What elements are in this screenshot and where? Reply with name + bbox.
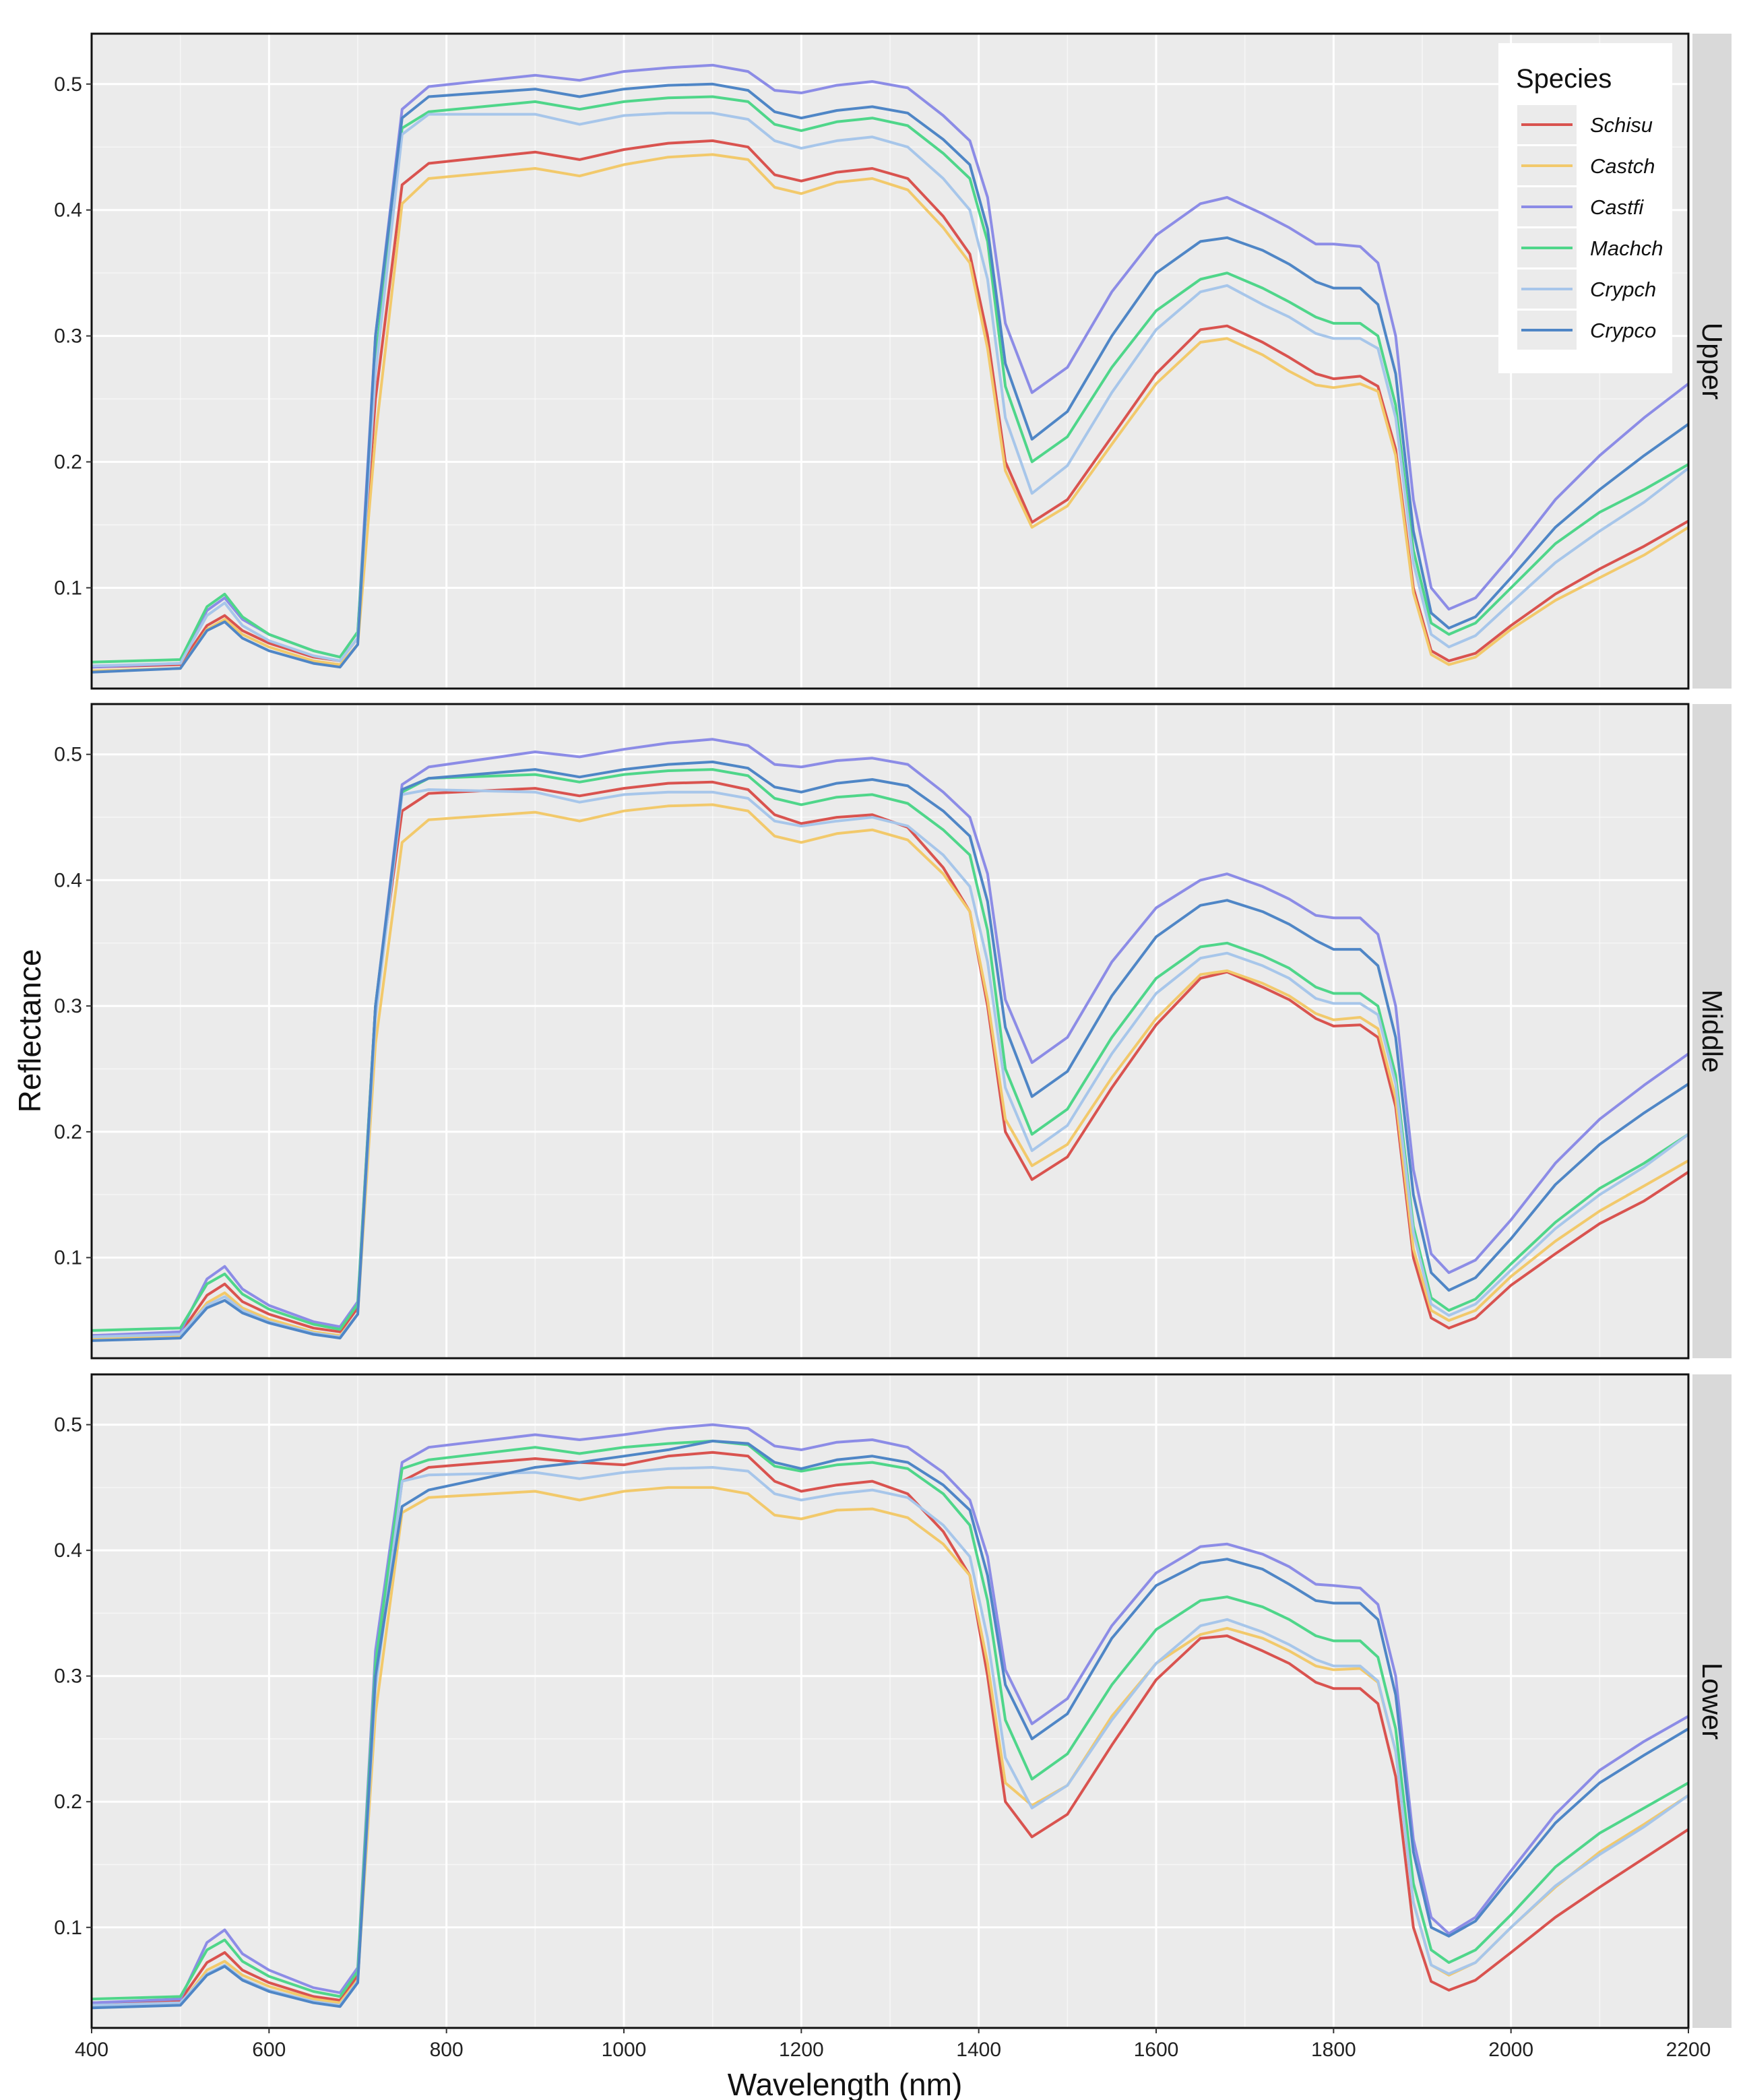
y-axis-title: Reflectance [12,949,47,1113]
legend-label-crypch: Crypch [1590,278,1656,301]
legend-label-machch: Machch [1590,236,1663,260]
x-tick-label: 1600 [1134,2039,1179,2061]
x-axis: 400 600 800 1000 1200 1400 1600 1800 2000 2200 [75,2028,1711,2061]
legend: Species Schisu Castch Castfi Machch Crypch Cry… [1498,43,1672,373]
legend-label-schisu: Schisu [1590,113,1653,137]
x-tick-label: 1800 [1311,2039,1356,2061]
panel-border [90,703,1690,1360]
y-tick-label: 0.3 [54,325,82,348]
y-tick-label: 0.4 [54,199,82,222]
panel-border [90,1373,1690,2029]
x-tick-label: 2200 [1666,2039,1711,2061]
panel-lower: 0.1 0.2 0.3 0.4 0.5 Lower [54,1373,1732,2029]
y-tick-label: 0.5 [54,1414,82,1436]
facet-strip [1692,34,1732,689]
y-tick-label: 0.3 [54,995,82,1017]
x-tick-label: 2000 [1488,2039,1533,2061]
y-tick-label: 0.1 [54,1247,82,1269]
legend-label-castch: Castch [1590,154,1655,178]
y-tick-label: 0.4 [54,1539,82,1562]
facet-strip-label: Lower [1696,1663,1728,1740]
x-tick-label: 1400 [956,2039,1001,2061]
facet-strip [1692,704,1732,1358]
x-tick-label: 600 [252,2039,286,2061]
facet-strip-label: Upper [1696,323,1728,400]
legend-title: Species [1516,64,1612,94]
panel-upper: 0.1 0.2 0.3 0.4 0.5 Upper [54,32,1732,690]
y-tick-label: 0.5 [54,73,82,96]
facet-strip-label: Middle [1696,990,1728,1073]
x-tick-label: 1200 [779,2039,824,2061]
series-line-crypco [91,82,1690,674]
x-tick-label: 1000 [602,2039,647,2061]
x-axis-title: Wavelength (nm) [728,2067,963,2100]
y-tick-label: 0.2 [54,451,82,474]
series-line-crypco [91,760,1690,1342]
y-tick-label: 0.1 [54,577,82,599]
legend-label-castfi: Castfi [1590,195,1644,219]
series-line-crypco [91,1439,1690,2010]
facet-strip [1692,1374,1732,2028]
panels-layer: 0.1 0.2 0.3 0.4 0.5 Upper 0.1 0.2 0.3 0.4 0.5 Middl… [54,32,1732,2061]
y-tick-label: 0.4 [54,869,82,891]
y-tick-label: 0.2 [54,1791,82,1813]
x-tick-label: 400 [75,2039,108,2061]
y-tick-label: 0.1 [54,1917,82,1939]
y-tick-label: 0.2 [54,1121,82,1143]
y-tick-label: 0.5 [54,744,82,766]
panel-middle: 0.1 0.2 0.3 0.4 0.5 Middle [54,703,1732,1360]
y-tick-label: 0.3 [54,1665,82,1688]
x-tick-label: 800 [430,2039,464,2061]
panel-border [90,32,1690,690]
legend-label-crypco: Crypco [1590,319,1656,342]
